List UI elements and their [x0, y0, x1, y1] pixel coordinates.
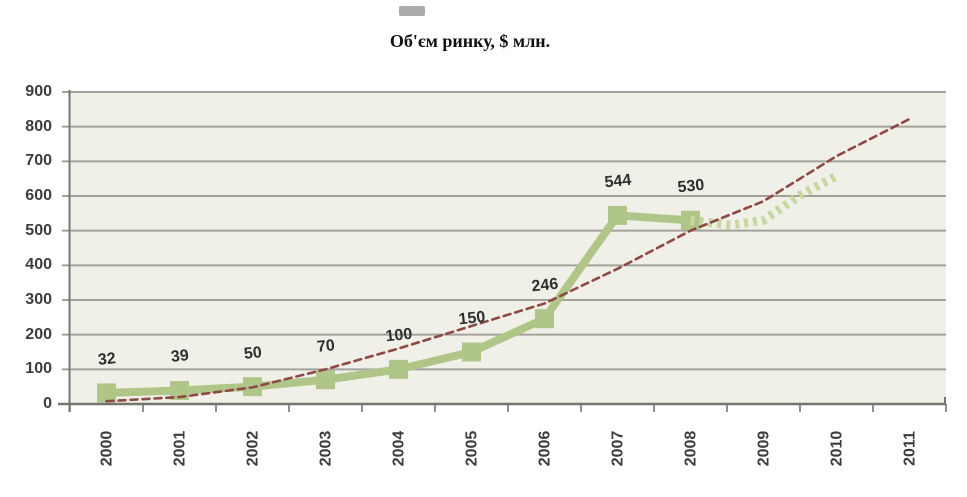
- y-tick-label: 700: [25, 152, 52, 170]
- y-tick-label: 800: [25, 117, 52, 135]
- x-tick-label: 2005: [463, 430, 480, 467]
- square-marker: [97, 383, 116, 403]
- x-tick-label: 2008: [682, 430, 699, 467]
- x-tick-label: 2006: [536, 430, 553, 467]
- x-tick-label: 2009: [755, 430, 772, 467]
- x-tick-label: 2007: [609, 430, 626, 467]
- y-tick-label: 200: [25, 325, 52, 343]
- chart-title: Об'єм ринку, $ млн.: [389, 31, 551, 51]
- square-marker: [535, 309, 554, 329]
- y-tick-label: 300: [25, 291, 52, 308]
- x-tick-label: 2010: [828, 430, 845, 467]
- forecast-series-line: [689, 171, 839, 230]
- x-axis-ticks: [69, 404, 947, 412]
- y-tick-label: 600: [25, 187, 52, 204]
- plot-area-background: [70, 92, 946, 404]
- square-marker: [316, 370, 335, 390]
- y-tick-label: 900: [25, 83, 52, 100]
- x-tick-label: 2011: [901, 431, 918, 466]
- y-tick-label: 400: [25, 256, 52, 274]
- y-tick-label: 100: [25, 360, 52, 378]
- square-marker: [462, 342, 481, 362]
- square-marker: [389, 359, 408, 379]
- actual-series-markers: [97, 205, 700, 403]
- trend-series-line: [105, 117, 911, 403]
- cropped-text-artifact: [399, 6, 425, 16]
- square-marker: [608, 205, 627, 225]
- gridlines: [62, 91, 946, 371]
- x-tick-label: 2003: [317, 430, 334, 467]
- x-tick-label: 2000: [98, 430, 115, 467]
- y-tick-label: 0: [43, 395, 52, 412]
- x-tick-label: 2001: [171, 430, 188, 467]
- x-tick-label: 2004: [390, 430, 407, 467]
- x-tick-label: 2002: [244, 430, 261, 467]
- y-tick-label: 500: [25, 221, 52, 239]
